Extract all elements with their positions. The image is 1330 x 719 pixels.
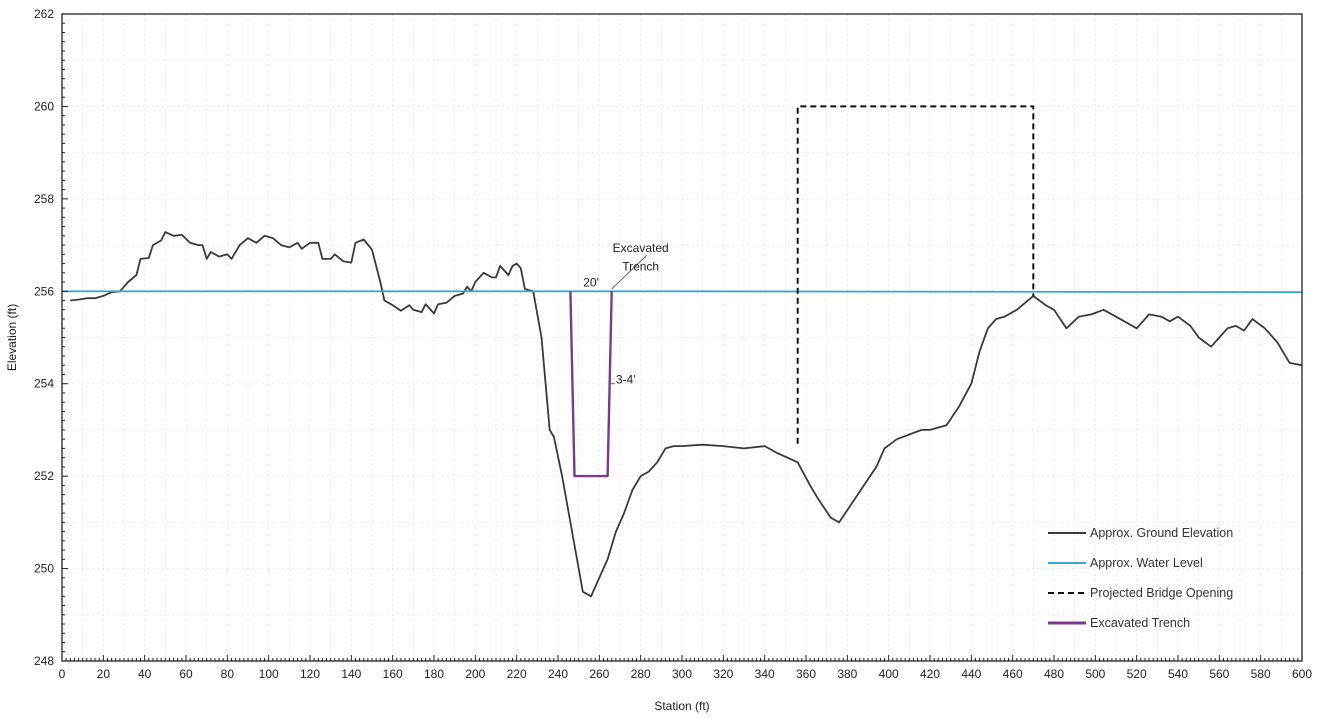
y-tick-label: 256 <box>34 284 54 298</box>
x-tick-label: 320 <box>713 667 733 681</box>
y-tick-label: 262 <box>34 7 54 21</box>
legend-label: Approx. Water Level <box>1090 556 1203 570</box>
x-tick-label: 420 <box>920 667 940 681</box>
x-tick-label: 240 <box>548 667 568 681</box>
annotation-label: 3-4' <box>616 373 636 387</box>
x-tick-label: 60 <box>179 667 193 681</box>
y-tick-label: 254 <box>34 377 54 391</box>
x-tick-label: 480 <box>1044 667 1064 681</box>
series-line-2 <box>796 105 1035 444</box>
x-tick-label: 280 <box>631 667 651 681</box>
x-tick-label: 220 <box>507 667 527 681</box>
series-layer <box>62 105 1303 598</box>
annotation-label: 20' <box>583 276 599 290</box>
x-tick-label: 0 <box>59 667 66 681</box>
annotation-leader <box>611 254 648 290</box>
x-tick-label: 600 <box>1292 667 1312 681</box>
x-tick-label: 340 <box>755 667 775 681</box>
y-axis-title: Elevation (ft) <box>5 304 19 371</box>
legend-label: Projected Bridge Opening <box>1090 586 1233 600</box>
x-tick-label: 460 <box>1003 667 1023 681</box>
x-tick-label: 580 <box>1251 667 1271 681</box>
x-tick-label: 160 <box>383 667 403 681</box>
x-tick-label: 260 <box>589 667 609 681</box>
legend-label: Excavated Trench <box>1090 616 1190 630</box>
y-tick-label: 252 <box>34 469 54 483</box>
x-tick-label: 380 <box>837 667 857 681</box>
x-tick-label: 120 <box>300 667 320 681</box>
x-tick-label: 200 <box>465 667 485 681</box>
legend: Approx. Ground Elevation Approx. Water Le… <box>1048 526 1233 630</box>
x-tick-label: 500 <box>1085 667 1105 681</box>
annotation-label: Trench <box>622 259 659 273</box>
y-tick-label: 258 <box>34 192 54 206</box>
series-line-0 <box>70 231 1303 598</box>
x-tick-label: 520 <box>1127 667 1147 681</box>
x-tick-label: 560 <box>1209 667 1229 681</box>
x-axis-title: Station (ft) <box>654 699 709 713</box>
y-tick-label: 260 <box>34 99 54 113</box>
x-tick-label: 440 <box>961 667 981 681</box>
series-line-1 <box>62 290 1303 294</box>
x-tick-label: 140 <box>341 667 361 681</box>
annotation-label: Excavated <box>613 241 669 255</box>
x-tick-label: 20 <box>97 667 111 681</box>
y-tick-label: 248 <box>34 654 54 668</box>
legend-label: Approx. Ground Elevation <box>1090 526 1233 540</box>
x-tick-label: 40 <box>138 667 152 681</box>
annotations: Excavated Trench 20' 3-4' <box>583 241 668 387</box>
x-tick-label: 180 <box>424 667 444 681</box>
series-line-3 <box>569 291 613 478</box>
x-tick-label: 540 <box>1168 667 1188 681</box>
ticks: 0 20 40 60 80 100 120 140 160 180 200 220 240 260 280 3… <box>34 7 1312 681</box>
x-tick-label: 80 <box>221 667 235 681</box>
x-tick-label: 300 <box>672 667 692 681</box>
x-tick-label: 360 <box>796 667 816 681</box>
x-tick-label: 400 <box>879 667 899 681</box>
x-tick-label: 100 <box>259 667 279 681</box>
y-tick-label: 250 <box>34 562 54 576</box>
